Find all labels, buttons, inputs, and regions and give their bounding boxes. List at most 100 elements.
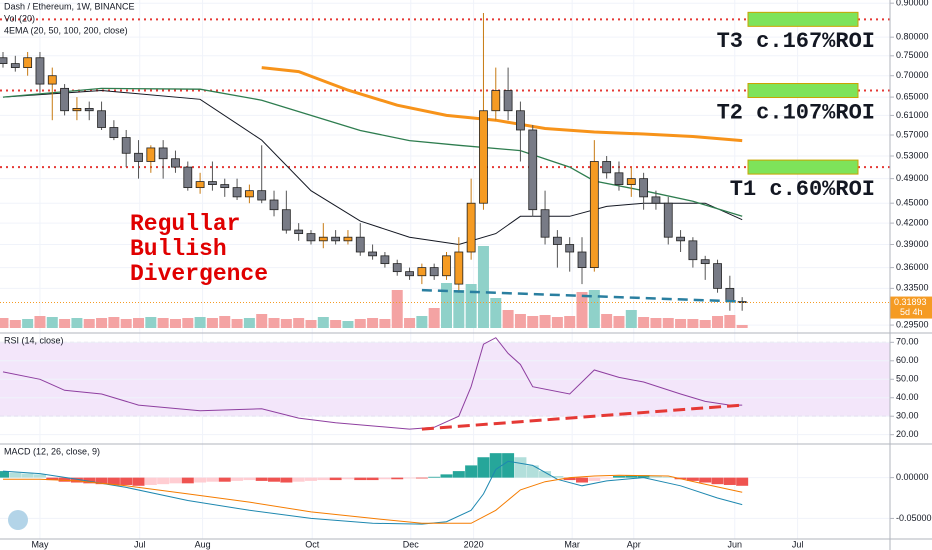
volume-bar (650, 318, 662, 328)
candle-body (281, 209, 291, 231)
candle-body (442, 255, 451, 277)
volume-bar (687, 319, 699, 328)
histogram-bar (0, 471, 9, 478)
volume-bar (625, 310, 637, 328)
macd-title: MACD (12, 26, close, 9) (4, 446, 100, 456)
histogram-bar (415, 477, 428, 479)
volume-bar (576, 292, 588, 328)
histogram-bar (699, 477, 712, 483)
candle-body (269, 199, 279, 211)
candle-body (491, 90, 501, 112)
histogram-bar (46, 477, 59, 481)
volume-bar (465, 284, 477, 328)
volume-bar (83, 319, 95, 328)
candle-body (195, 181, 205, 189)
volume-bar (96, 318, 108, 328)
histogram-bar (280, 477, 293, 483)
histogram-bar (736, 477, 749, 486)
candle-body (220, 184, 230, 189)
candle-body (331, 236, 341, 242)
histogram-bar (428, 476, 441, 478)
x-tick-label: 2020 (464, 539, 484, 549)
volume-bar (613, 316, 625, 328)
x-tick-label: May (31, 539, 49, 549)
candle-body (171, 158, 180, 168)
volume-bar (243, 318, 255, 328)
candle-body (565, 244, 575, 253)
x-tick-label: Oct (305, 539, 320, 549)
ema-line (2, 87, 743, 217)
candle-body (208, 181, 217, 185)
volume-bar (22, 319, 34, 328)
countdown: 5d 4h (900, 307, 923, 317)
candle-body (429, 267, 439, 277)
volume-bar (354, 319, 366, 328)
y-tick-label: 60.00 (896, 355, 919, 365)
volume-bar (293, 318, 305, 328)
volume-bar (268, 318, 280, 328)
candle-body (540, 209, 550, 238)
y-tick-label: 0.65000 (896, 91, 929, 101)
histogram-bar (625, 475, 638, 478)
volume-bar (34, 316, 46, 328)
volume-bar (342, 321, 354, 328)
volume-bar (71, 318, 83, 328)
histogram-bar (107, 477, 120, 485)
histogram-bar (33, 474, 46, 478)
candle-body (121, 137, 131, 154)
candle-body (47, 75, 57, 85)
histogram-bar (637, 475, 650, 478)
histogram-bar (489, 453, 502, 478)
histogram-bar (440, 474, 453, 478)
histogram-bar (95, 477, 108, 485)
histogram-bar (181, 477, 194, 484)
histogram-bar (723, 477, 736, 485)
histogram-bar (452, 471, 465, 478)
candle-body (651, 196, 661, 204)
volume-bar (712, 316, 724, 328)
histogram-bar (169, 477, 182, 484)
x-tick-label: Jul (134, 539, 146, 549)
volume-bar (551, 317, 563, 328)
histogram-bar (243, 477, 256, 481)
target-label: T2 c.107%ROI (717, 100, 875, 125)
annotation: Divergence (130, 261, 268, 287)
candle-body (257, 190, 267, 201)
volume-bar (367, 318, 379, 328)
y-tick-label: 0.29500 (896, 319, 929, 329)
histogram-bar (649, 476, 662, 478)
histogram-bar (132, 477, 145, 486)
volume-bar (182, 318, 194, 328)
volume-bar (477, 246, 489, 328)
volume-bar (133, 318, 145, 328)
y-tick-label: 0.61000 (896, 110, 929, 120)
candle-body (368, 251, 377, 257)
histogram-bar (477, 457, 490, 478)
y-tick-label: 0.36000 (896, 262, 929, 272)
volume-bar (662, 318, 674, 328)
last-price-label: 0.31893 (894, 297, 927, 307)
volume-bar (256, 314, 268, 328)
y-tick-label: 30.00 (896, 411, 919, 421)
histogram-bar (662, 476, 675, 478)
x-tick-label: Dec (403, 539, 420, 549)
histogram-bar (144, 477, 157, 485)
candle-body (306, 233, 316, 242)
candle-body (380, 255, 390, 265)
candle-body (614, 172, 624, 185)
candle-body (417, 267, 427, 277)
candle-body (466, 202, 476, 253)
histogram-bar (9, 472, 22, 478)
candle-body (405, 271, 414, 277)
candle-body (626, 178, 636, 185)
volume-bar (502, 310, 514, 328)
volume-bar (527, 316, 539, 328)
candle-body (639, 178, 649, 198)
histogram-bar (317, 477, 330, 481)
volume-bar (330, 320, 342, 328)
volume-bar (108, 317, 120, 328)
y-tick-label: 50.00 (896, 374, 919, 384)
volume-bar (638, 317, 650, 328)
volume-bar (280, 319, 292, 328)
